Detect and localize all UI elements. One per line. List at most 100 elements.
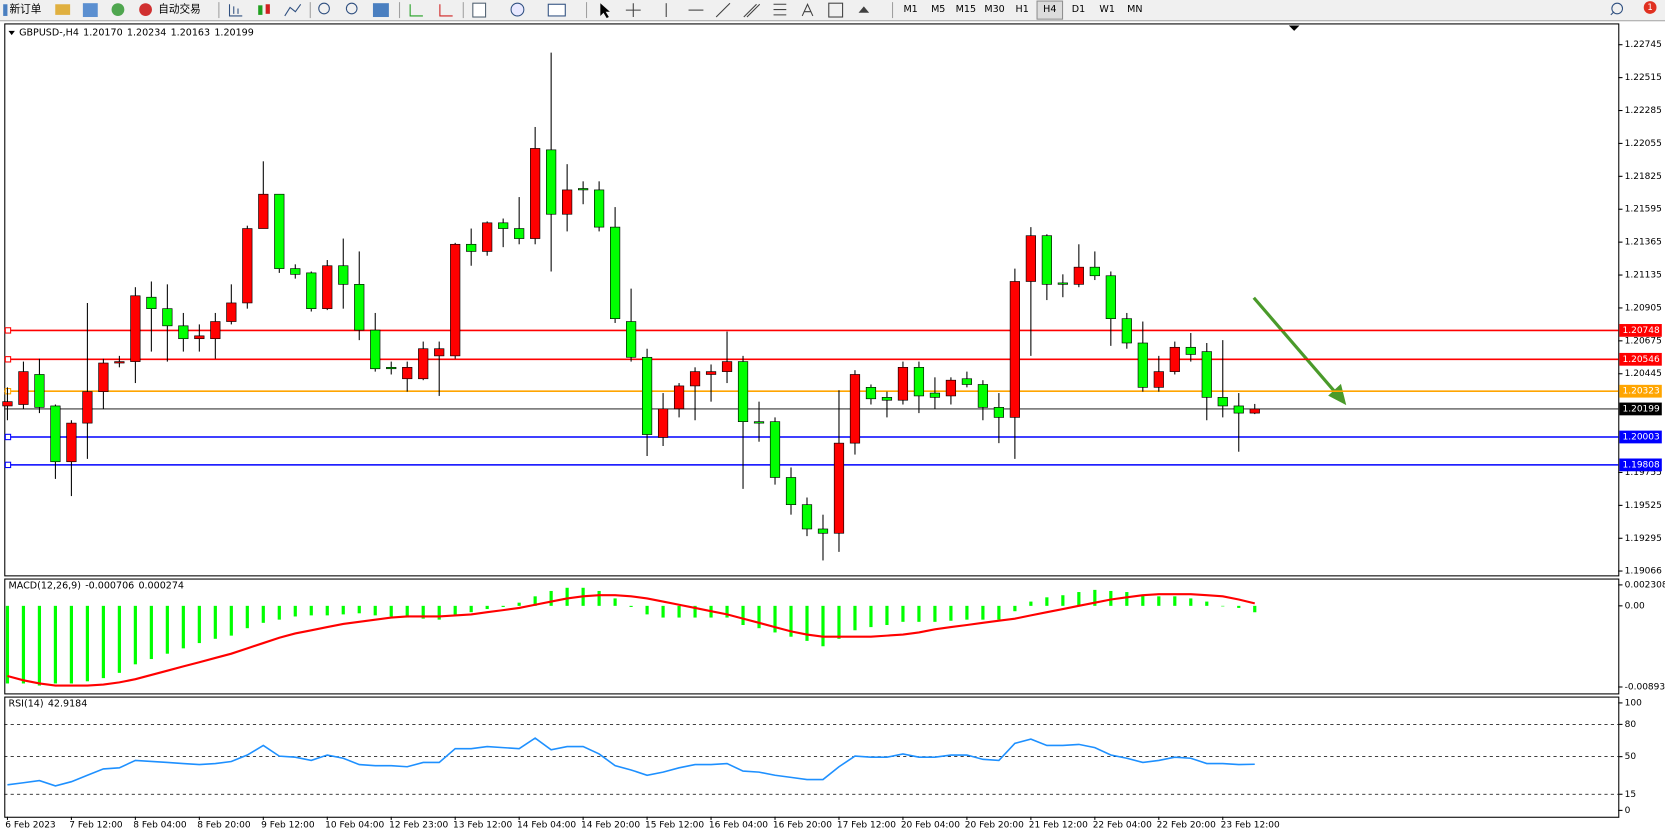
crosshair[interactable] (625, 3, 641, 18)
macd-bar (277, 605, 281, 620)
search[interactable] (1610, 11, 1615, 16)
x-tick-label: 10 Feb 04:00 (325, 821, 384, 831)
cursor[interactable] (600, 3, 610, 19)
x-tick-label: 22 Feb 20:00 (1157, 821, 1216, 831)
macd-header: 0.000274 (138, 580, 184, 591)
timeframe-button[interactable]: W1 (1099, 4, 1115, 15)
macd-bar (757, 605, 761, 629)
timeframe-button[interactable]: M30 (984, 4, 1004, 15)
y-tick-label: 1.21135 (1625, 271, 1662, 281)
arrows-tool[interactable] (858, 6, 870, 13)
candle-body (657, 408, 669, 438)
y-tick-label: 1.21825 (1625, 172, 1662, 182)
chart-shift-marker (1288, 25, 1300, 31)
x-tick-label: 22 Feb 04:00 (1093, 821, 1152, 831)
candle-body (1057, 282, 1068, 285)
candle-body (1217, 397, 1228, 407)
macd-bar (981, 605, 985, 620)
macd-bar (629, 605, 633, 607)
macd-bar (1061, 595, 1065, 606)
zoom-out[interactable] (345, 2, 358, 15)
fibo[interactable] (773, 3, 787, 16)
macd-bar (997, 605, 1001, 620)
timeframe-button[interactable]: D1 (1072, 4, 1085, 15)
periods[interactable] (510, 2, 525, 17)
search[interactable] (1611, 2, 1624, 15)
auto-trade-button[interactable]: 自动交易 (158, 3, 200, 16)
templates[interactable] (547, 3, 566, 17)
candle-body (1089, 266, 1100, 277)
timeframe-button[interactable]: MN (1127, 4, 1142, 15)
candle-body (641, 356, 653, 435)
macd-bar (149, 605, 153, 660)
macd-bar (261, 605, 265, 623)
candle-body (18, 371, 29, 405)
y-tick-label: 0.002308 (1625, 580, 1665, 590)
zoom-in[interactable] (318, 2, 330, 15)
macd-bar (245, 605, 249, 629)
price-label-bg (1619, 352, 1662, 366)
macd-bar (37, 605, 42, 686)
y-tick-label: 0 (1625, 806, 1631, 816)
x-tick-label: 20 Feb 04:00 (901, 821, 960, 831)
candle-body (514, 228, 525, 239)
macd-bar (1077, 592, 1081, 606)
icon[interactable] (284, 3, 302, 17)
candle-body (705, 371, 717, 375)
macd-bar (69, 605, 73, 684)
candle-body (578, 188, 589, 191)
candle-body (737, 361, 749, 422)
macd-bar (917, 605, 921, 622)
trendline[interactable] (715, 2, 731, 18)
candle-body (290, 268, 301, 275)
text-tool[interactable] (801, 2, 814, 17)
timeframe-button[interactable]: M5 (931, 4, 945, 15)
candle-body (769, 421, 781, 478)
new-order-button[interactable]: 新订单 (10, 3, 42, 16)
chart-header: 1.20163 (171, 27, 210, 38)
icon[interactable] (111, 3, 125, 16)
candle-body (402, 366, 413, 380)
chart-header: 1.20234 (127, 27, 166, 38)
notification-badge[interactable] (1643, 1, 1657, 14)
icon[interactable] (82, 3, 98, 18)
candle-body (1233, 405, 1244, 414)
candle-body (306, 272, 317, 309)
candle-body (370, 329, 381, 370)
timeframe-button[interactable]: H4 (1043, 4, 1056, 15)
y-tick-label: 1.20905 (1625, 303, 1662, 313)
candle-body (82, 391, 93, 424)
macd-bar (485, 605, 489, 610)
icon[interactable] (55, 4, 71, 15)
macd-bar (357, 605, 361, 614)
bid-label: 1.20199 (1622, 404, 1660, 414)
channel[interactable] (743, 3, 761, 18)
candle-body (1185, 346, 1196, 355)
price-label-bg (1619, 458, 1662, 472)
timeframe-button[interactable]: M1 (903, 4, 917, 15)
tile[interactable] (372, 3, 389, 18)
chart-header: 1.20199 (214, 27, 253, 38)
timeframe-button[interactable]: M15 (956, 4, 976, 15)
macd-bar (453, 605, 457, 616)
icon[interactable] (409, 4, 423, 17)
x-tick-label: 21 Feb 12:00 (1029, 821, 1088, 831)
icon[interactable] (228, 4, 243, 17)
indicators[interactable] (472, 2, 487, 18)
icon[interactable] (258, 5, 263, 15)
timeframe-button[interactable]: H1 (1016, 4, 1029, 15)
price-label: 1.20323 (1622, 387, 1660, 397)
icon[interactable] (265, 4, 270, 14)
x-tick-label: 9 Feb 12:00 (261, 821, 315, 831)
icon[interactable] (139, 3, 152, 16)
macd-bar (1189, 598, 1193, 606)
icon[interactable] (439, 4, 453, 17)
candle-body (977, 384, 989, 408)
x-tick-label: 20 Feb 20:00 (965, 821, 1024, 831)
candle-body (146, 296, 157, 309)
label-tool[interactable] (828, 2, 844, 18)
rsi-line (7, 737, 1255, 787)
candle-body (210, 321, 221, 340)
macd-bar (773, 605, 777, 633)
